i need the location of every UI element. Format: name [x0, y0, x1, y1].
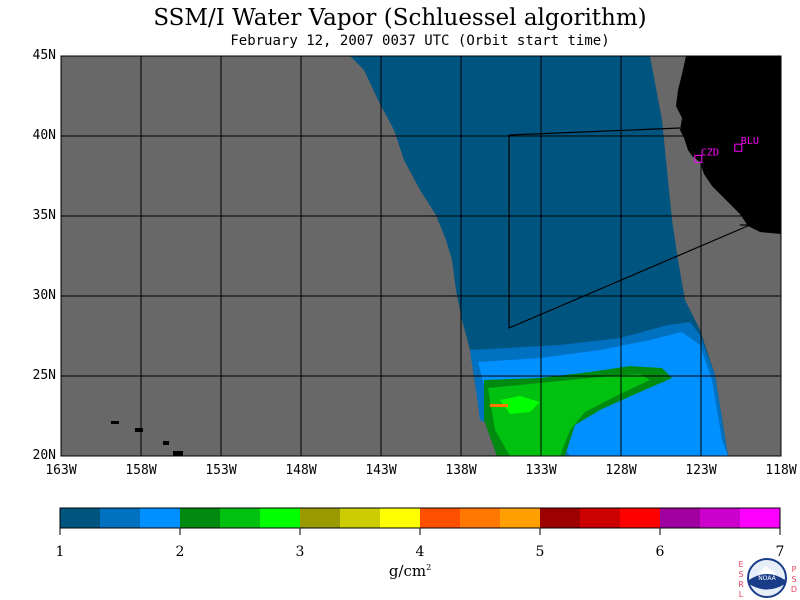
longitude-label: 128W [605, 463, 637, 478]
station-marker [694, 154, 703, 163]
noaa-logo-text: NOAA [758, 575, 776, 582]
map-frame [60, 55, 782, 457]
colorbar-swatch [460, 508, 501, 528]
station-marker [734, 143, 743, 152]
colorbar-swatch [660, 508, 701, 528]
longitude-label: 123W [685, 463, 717, 478]
swath-band-2-8 [500, 396, 540, 414]
colorbar-tick-label: 5 [535, 544, 545, 560]
colorbar-tick-label: 7 [775, 544, 785, 560]
chart-subtitle: February 12, 2007 0037 UTC (Orbit start … [230, 33, 610, 49]
colorbar-swatch [300, 508, 341, 528]
colorbar-swatch [620, 508, 661, 528]
longitude-label: 133W [525, 463, 557, 478]
colorbar-swatch [420, 508, 461, 528]
noaa-logo: NOAA [747, 558, 787, 598]
water-vapor-swath [350, 56, 728, 456]
longitude-label: 158W [125, 463, 157, 478]
colorbar-units: g/cm2 [388, 562, 432, 580]
flight-track-line [508, 127, 751, 329]
colorbar-tick-label: 1 [55, 544, 65, 560]
colorbar-swatch [180, 508, 221, 528]
logo-letter: S [738, 570, 744, 579]
colorbar-swatch [700, 508, 741, 528]
colorbar-swatch [220, 508, 261, 528]
latitude-label: 20N [32, 448, 56, 463]
logo-letter: E [738, 560, 744, 569]
colorbar-swatch [380, 508, 421, 528]
logo-letter: L [738, 590, 744, 599]
latitude-label: 40N [32, 128, 56, 143]
swath-high-value-spot [490, 404, 508, 407]
latitude-label: 30N [32, 288, 56, 303]
logo-letter: R [738, 580, 744, 589]
colorbar-swatch [500, 508, 541, 528]
hawaii-islands [111, 421, 183, 456]
station-label: BLU [741, 136, 759, 147]
longitude-label: 163W [45, 463, 77, 478]
chart-title: SSM/I Water Vapor (Schluessel algorithm) [153, 5, 647, 31]
longitude-label: 143W [365, 463, 397, 478]
colorbar-swatch [580, 508, 621, 528]
station-label: CZD [701, 147, 719, 158]
colorbar [59, 507, 781, 535]
colorbar-swatch [60, 508, 101, 528]
colorbar-tick-label: 2 [175, 544, 185, 560]
latitude-label: 35N [32, 208, 56, 223]
longitude-label: 118W [765, 463, 797, 478]
colorbar-tick-label: 4 [415, 544, 425, 560]
station-markers: CZD BLU [694, 136, 759, 163]
longitude-label: 138W [445, 463, 477, 478]
colorbar-swatch [140, 508, 181, 528]
colorbar-swatch [260, 508, 301, 528]
colorbar-tick-label: 3 [295, 544, 305, 560]
north-america-coast [676, 56, 781, 234]
colorbar-tick-label: 6 [655, 544, 665, 560]
longitude-label: 153W [205, 463, 237, 478]
swath-band-2-5 [488, 374, 650, 456]
colorbar-swatch [740, 508, 781, 528]
logo-letter: S [791, 575, 797, 584]
logo-letter: P [791, 565, 797, 574]
longitude-label: 148W [285, 463, 317, 478]
colorbar-swatch [100, 508, 141, 528]
colorbar-swatch [540, 508, 581, 528]
logo-letter: D [790, 585, 798, 594]
colorbar-swatch [340, 508, 381, 528]
latitude-label: 45N [32, 48, 56, 63]
latitude-label: 25N [32, 368, 56, 383]
